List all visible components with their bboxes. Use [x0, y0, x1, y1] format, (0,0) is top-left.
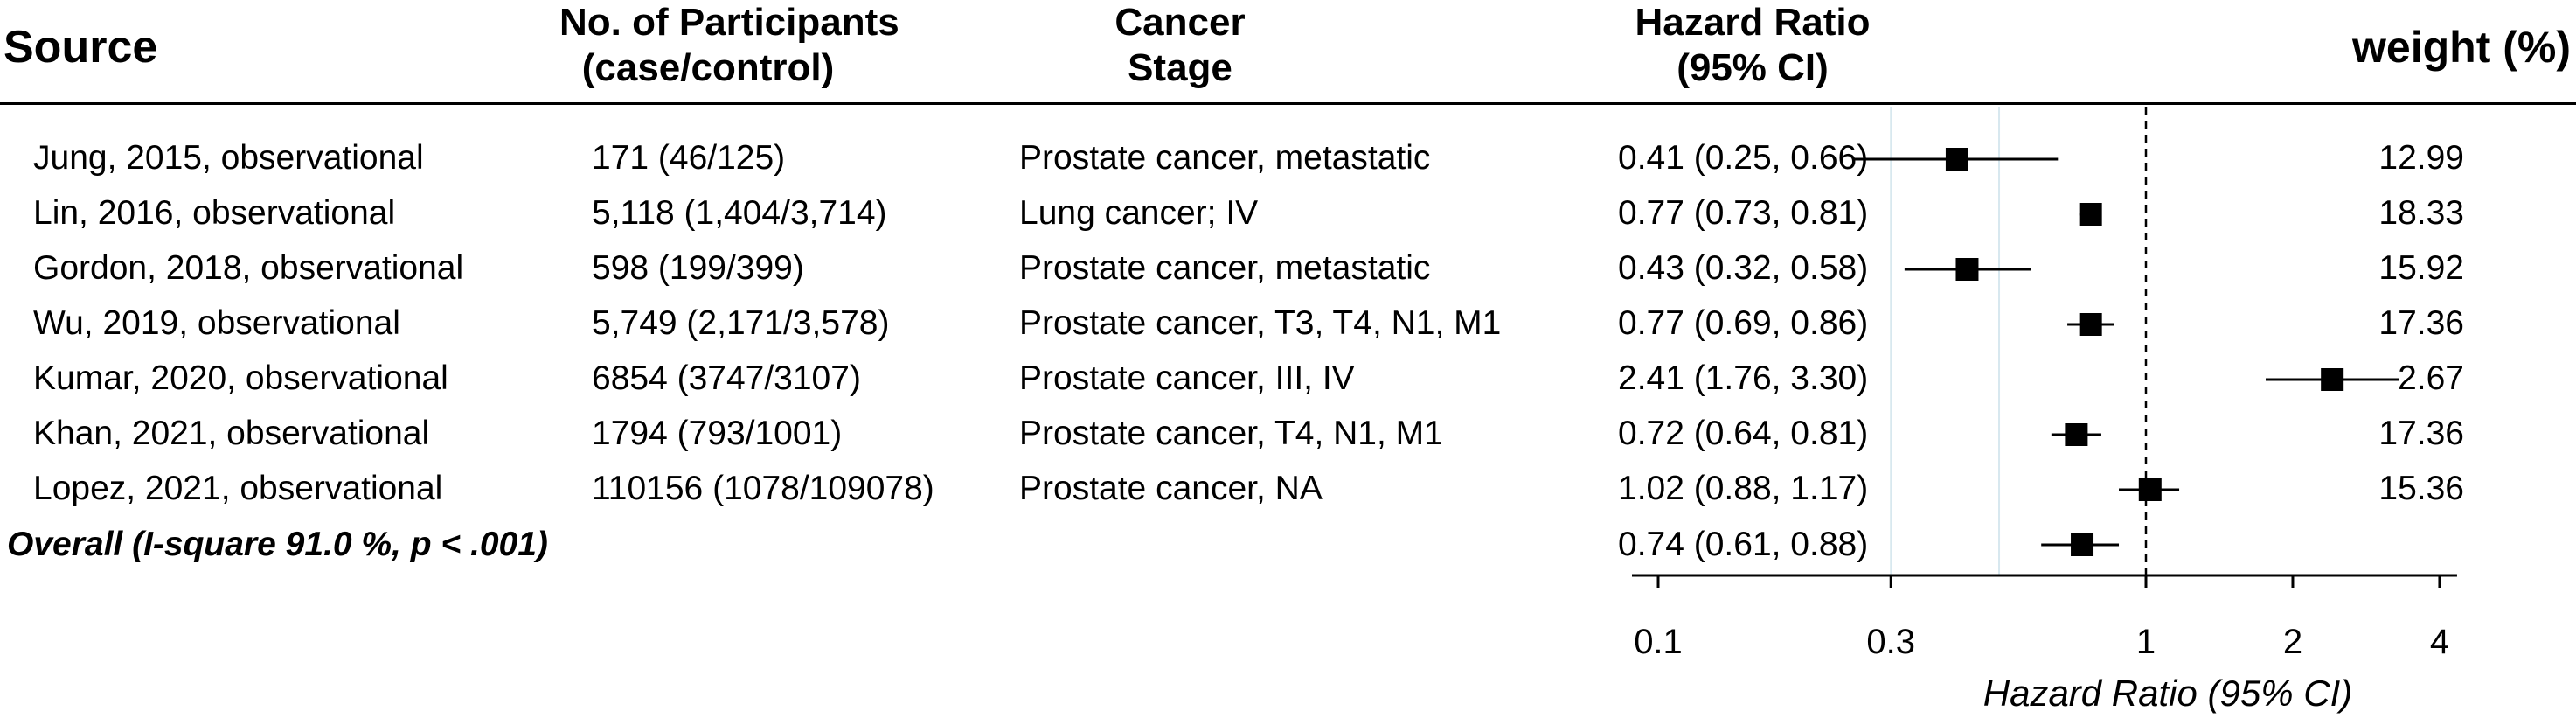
row-participants: 110156 (1078/109078) — [592, 470, 934, 507]
row-hr-text: 0.77 (0.69, 0.86) — [1618, 304, 1869, 342]
row-stage: Prostate cancer, T3, T4, N1, M1 — [1019, 304, 1502, 342]
point-marker — [1955, 258, 1979, 281]
overall-marker — [2071, 533, 2094, 556]
x-axis-label: Hazard Ratio (95% CI) — [1983, 673, 2352, 714]
row-participants: 6854 (3747/3107) — [592, 359, 861, 397]
row-participants: 171 (46/125) — [592, 139, 786, 177]
row-hr-text: 0.43 (0.32, 0.58) — [1618, 249, 1869, 287]
header-stage-line1: Cancer — [1114, 1, 1246, 44]
row-hr-text: 0.41 (0.25, 0.66) — [1618, 139, 1869, 177]
row-stage: Prostate cancer, NA — [1019, 470, 1323, 507]
row-hr-text: 1.02 (0.88, 1.17) — [1618, 470, 1869, 507]
row-weight: 15.92 — [2378, 249, 2464, 287]
row-weight: 18.33 — [2378, 194, 2464, 232]
row-source: Gordon, 2018, observational — [33, 249, 464, 287]
point-marker — [2079, 313, 2102, 336]
row-stage: Prostate cancer, metastatic — [1019, 139, 1431, 177]
header-hazard-ratio: Hazard Ratio (95% CI) — [1617, 0, 1888, 91]
row-source: Kumar, 2020, observational — [33, 359, 448, 397]
point-marker — [2138, 478, 2162, 501]
row-weight: 17.36 — [2378, 304, 2464, 342]
row-weight: 15.36 — [2378, 470, 2464, 507]
header-weight: weight (%) — [2352, 24, 2571, 73]
row-participants: 1794 (793/1001) — [592, 415, 843, 452]
row-stage: Prostate cancer, III, IV — [1019, 359, 1355, 397]
row-hr-text: 0.72 (0.64, 0.81) — [1618, 415, 1869, 452]
point-marker — [2065, 423, 2088, 446]
row-stage: Prostate cancer, T4, N1, M1 — [1019, 415, 1443, 452]
x-tick-label: 2 — [2283, 623, 2302, 661]
header-rule — [0, 102, 2576, 105]
header-participants: No. of Participants (case/control) — [559, 0, 899, 91]
header-source: Source — [3, 24, 157, 73]
header-source-label: Source — [3, 22, 158, 73]
x-tick-label: 1 — [2136, 623, 2156, 661]
row-stage: Prostate cancer, metastatic — [1019, 249, 1431, 287]
overall-label: Overall (I-square 91.0 %, p < .001) — [7, 526, 548, 563]
row-weight: 2.67 — [2398, 359, 2464, 397]
row-source: Khan, 2021, observational — [33, 415, 430, 452]
header-weight-label: weight (%) — [2352, 23, 2571, 72]
row-weight: 12.99 — [2378, 139, 2464, 177]
x-tick-label: 4 — [2430, 623, 2449, 661]
row-source: Lin, 2016, observational — [33, 194, 396, 232]
point-marker — [2079, 203, 2102, 226]
header-hr-line1: Hazard Ratio — [1635, 1, 1871, 44]
row-source: Wu, 2019, observational — [33, 304, 400, 342]
point-marker — [1945, 148, 1968, 171]
x-tick-label: 0.3 — [1866, 623, 1915, 661]
row-hr-text: 2.41 (1.76, 3.30) — [1618, 359, 1869, 397]
header-stage: Cancer Stage — [1075, 0, 1285, 91]
row-source: Jung, 2015, observational — [33, 139, 424, 177]
x-tick-label: 0.1 — [1634, 623, 1683, 661]
row-participants: 5,749 (2,171/3,578) — [592, 304, 890, 342]
row-stage: Lung cancer; IV — [1019, 194, 1259, 232]
header-participants-line2: (case/control) — [581, 46, 835, 89]
row-participants: 598 (199/399) — [592, 249, 804, 287]
row-source: Lopez, 2021, observational — [33, 470, 443, 507]
row-weight: 17.36 — [2378, 415, 2464, 452]
row-hr-text: 0.77 (0.73, 0.81) — [1618, 194, 1869, 232]
header-hr-line2: (95% CI) — [1677, 46, 1829, 89]
point-marker — [2321, 368, 2344, 391]
header-participants-line1: No. of Participants — [559, 1, 899, 44]
header-stage-line2: Stage — [1128, 46, 1232, 89]
overall-hr-text: 0.74 (0.61, 0.88) — [1618, 526, 1869, 563]
row-participants: 5,118 (1,404/3,714) — [592, 194, 887, 232]
